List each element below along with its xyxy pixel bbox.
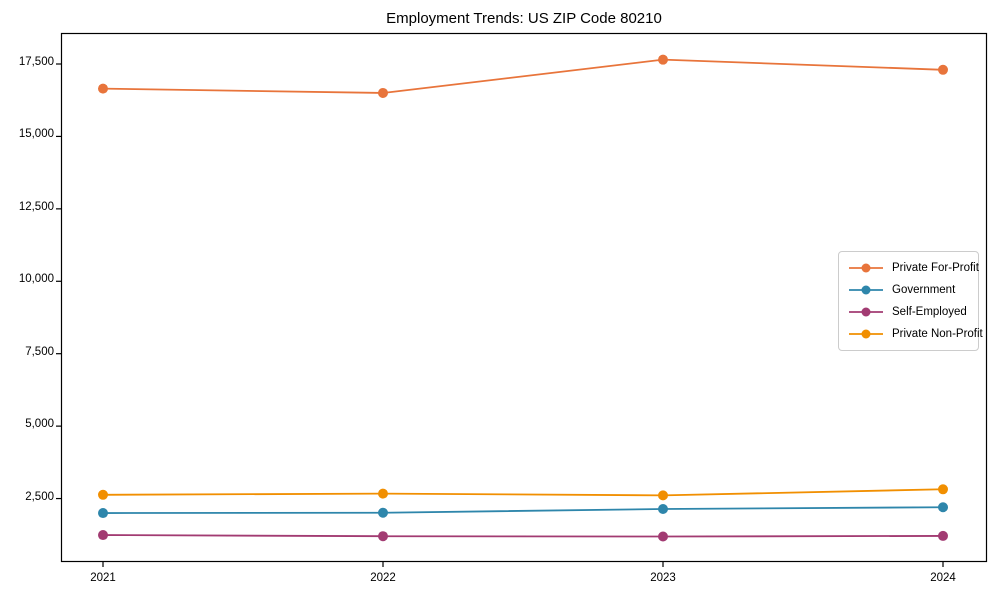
legend-item: Private Non-Profit (848, 326, 983, 342)
y-axis-tick-labels: 2,500 5,000 7,500 10,000 12,500 15,000 17,500 (0, 0, 54, 600)
y-tick-label: 7,500 (25, 345, 54, 358)
y-tick-label: 17,500 (18, 55, 54, 68)
legend-item: Private For-Profit (848, 260, 979, 276)
legend-item: Government (848, 282, 970, 298)
legend-line-marker-swatch (849, 285, 883, 295)
legend-label: Private For-Profit (892, 262, 979, 274)
legend-line-marker-swatch (849, 329, 883, 339)
y-tick-label: 12,500 (18, 200, 54, 213)
x-tick-label: 2024 (930, 572, 956, 584)
x-tick-label: 2021 (90, 572, 116, 584)
legend-label: Private Non-Profit (892, 328, 983, 340)
chart-title: Employment Trends: US ZIP Code 80210 (386, 10, 662, 27)
legend-line-marker-swatch (849, 307, 883, 317)
x-tick-label: 2023 (650, 572, 676, 584)
legend: Private For-Profit Government Self-Employe… (838, 251, 983, 351)
y-tick-label: 2,500 (25, 490, 54, 503)
y-tick-label: 10,000 (18, 273, 54, 286)
legend-item: Self-Employed (848, 304, 970, 320)
x-tick-label: 2022 (370, 572, 396, 584)
y-tick-label: 15,000 (18, 128, 54, 141)
legend-label: Self-Employed (892, 306, 967, 318)
legend-line-marker-swatch (849, 263, 883, 273)
legend-label: Government (892, 284, 956, 296)
y-tick-label: 5,000 (25, 418, 54, 431)
